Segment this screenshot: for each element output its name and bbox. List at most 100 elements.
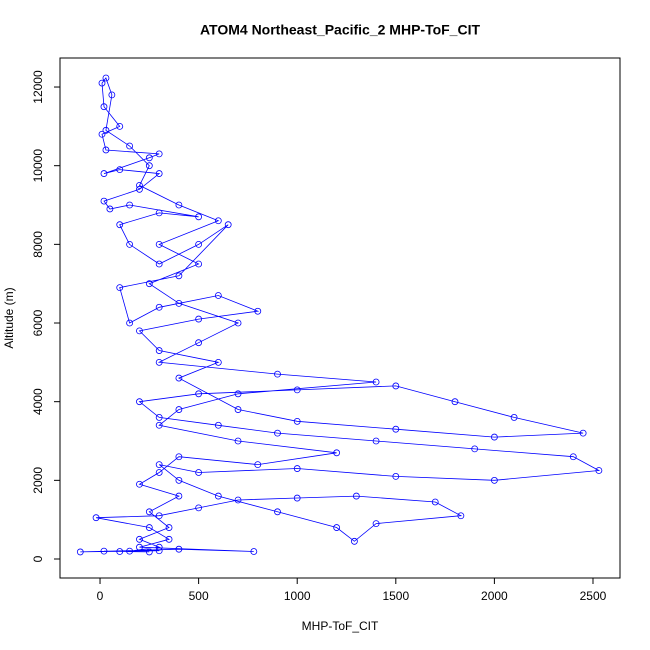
data-point [136, 543, 143, 551]
data-point [392, 382, 400, 390]
y-tick-label: 8000 [31, 231, 45, 258]
data-point [195, 213, 203, 221]
data-point [431, 498, 439, 506]
data-point [293, 494, 301, 502]
x-tick-label: 1000 [284, 589, 311, 603]
data-point [175, 299, 183, 307]
data-point [457, 512, 465, 520]
data-point [155, 170, 163, 177]
data-point [136, 535, 143, 543]
data-point [116, 122, 124, 130]
data-point [155, 358, 163, 366]
data-point [234, 390, 242, 398]
data-point [108, 91, 116, 99]
data-point [510, 414, 518, 421]
data-point [116, 221, 124, 229]
data-point [333, 524, 341, 531]
data-point [165, 535, 173, 543]
data-point [274, 508, 281, 516]
y-tick-label: 2000 [31, 467, 45, 494]
data-point [224, 221, 232, 229]
data-point [214, 358, 222, 366]
data-point [102, 126, 110, 134]
y-tick-label: 10000 [31, 149, 45, 183]
data-point [175, 453, 183, 461]
data-point [116, 166, 124, 174]
y-tick-label: 6000 [31, 309, 45, 336]
data-point [76, 548, 84, 556]
data-point [100, 103, 108, 111]
data-point [100, 170, 108, 177]
data-point [195, 339, 203, 347]
chart-title: ATOM4 Northeast_Pacific_2 MHP-ToF_CIT [200, 22, 481, 38]
data-point [155, 421, 163, 429]
data-point [234, 319, 242, 327]
data-point [234, 406, 242, 413]
data-point [145, 524, 153, 531]
x-tick-label: 500 [189, 589, 209, 603]
data-point [195, 260, 203, 268]
data-point [145, 280, 153, 288]
data-point [392, 425, 400, 433]
data-point [145, 548, 153, 556]
data-point [126, 240, 134, 248]
data-point [126, 142, 134, 150]
data-point [136, 327, 143, 335]
data-point [175, 492, 183, 500]
data-point [98, 130, 106, 138]
data-point [293, 465, 301, 472]
data-point [274, 370, 281, 378]
data-point [175, 545, 183, 553]
data-point [595, 467, 603, 474]
y-axis-label: Altitude (m) [2, 287, 16, 348]
data-point [350, 537, 358, 545]
x-tick-label: 0 [97, 589, 104, 603]
data-point [155, 543, 163, 551]
data-point [471, 445, 479, 453]
x-tick-label: 2000 [481, 589, 508, 603]
x-tick-label: 1500 [382, 589, 409, 603]
data-point [155, 347, 163, 354]
data-point [372, 378, 380, 386]
data-point [195, 240, 203, 248]
data-point [145, 162, 153, 170]
data-point [126, 319, 134, 327]
data-point [155, 209, 163, 217]
data-point [372, 437, 380, 445]
data-point [136, 398, 143, 406]
data-point [155, 303, 163, 311]
data-point [175, 201, 183, 209]
data-point [175, 476, 183, 484]
data-point [175, 406, 183, 413]
data-point [155, 469, 163, 476]
data-point [451, 398, 459, 406]
data-point [175, 374, 183, 382]
data-point [155, 547, 163, 555]
y-tick-label: 0 [31, 555, 45, 562]
plot-frame [59, 57, 621, 579]
data-point [136, 480, 143, 488]
data-point [293, 417, 301, 425]
data-point [490, 433, 498, 441]
data-point [579, 429, 587, 437]
data-point [106, 205, 114, 213]
data-point [234, 496, 242, 504]
data-point [195, 390, 203, 398]
data-point [102, 146, 110, 154]
data-point [175, 272, 183, 280]
data-point [102, 74, 110, 82]
data-point [214, 217, 222, 225]
data-point [155, 512, 163, 520]
data-point [372, 520, 380, 528]
data-point [92, 514, 100, 522]
data-point [569, 453, 577, 461]
data-point [293, 386, 301, 394]
data-point [274, 429, 281, 437]
data-point [155, 260, 163, 268]
data-point [195, 504, 203, 512]
data-point [136, 181, 143, 189]
data-point [126, 201, 134, 209]
data-point [234, 437, 242, 445]
